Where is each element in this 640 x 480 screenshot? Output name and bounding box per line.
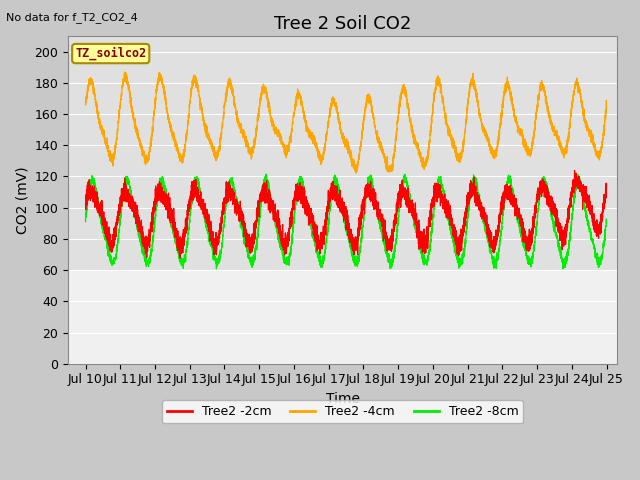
Tree2 -2cm [470,191,478,196]
Tree2 -2cm [603,181,611,187]
Line: Tree2 -8cm: Tree2 -8cm [86,174,607,269]
Tree2 -4cm [82,102,90,108]
Text: No data for f_T2_CO2_4: No data for f_T2_CO2_4 [6,12,138,23]
Tree2 -4cm [281,142,289,147]
Legend: Tree2 -2cm, Tree2 -4cm, Tree2 -8cm: Tree2 -2cm, Tree2 -4cm, Tree2 -8cm [162,400,524,423]
Line: Tree2 -2cm: Tree2 -2cm [86,170,607,258]
Tree2 -4cm [510,107,518,113]
Tree2 -4cm [121,69,129,75]
Tree2 -4cm [470,86,478,92]
Y-axis label: CO2 (mV): CO2 (mV) [15,166,29,234]
Tree2 -4cm [394,117,402,123]
Tree2 -4cm [420,160,428,166]
Tree2 -8cm [262,171,270,177]
Tree2 -4cm [177,151,184,156]
Tree2 -8cm [470,173,478,179]
Tree2 -2cm [394,190,402,196]
Tree2 -8cm [177,257,184,263]
Tree2 -2cm [571,168,579,173]
Tree2 -8cm [281,258,289,264]
Tree2 -2cm [176,255,184,261]
Tree2 -8cm [82,219,90,225]
Tree2 -8cm [420,260,428,266]
X-axis label: Time: Time [326,392,360,406]
Tree2 -2cm [510,198,518,204]
Text: TZ_soilco2: TZ_soilco2 [75,47,147,60]
Tree2 -2cm [281,236,289,241]
Line: Tree2 -4cm: Tree2 -4cm [86,72,607,173]
Title: Tree 2 Soil CO2: Tree 2 Soil CO2 [274,15,412,33]
Bar [68,36,617,270]
Tree2 -2cm [420,251,428,256]
Tree2 -8cm [394,216,402,222]
Tree2 -4cm [352,170,360,176]
Tree2 -2cm [177,246,184,252]
Tree2 -8cm [212,266,220,272]
Tree2 -8cm [603,217,611,223]
Tree2 -8cm [510,197,518,203]
Tree2 -2cm [82,202,90,207]
Tree2 -4cm [603,105,611,110]
